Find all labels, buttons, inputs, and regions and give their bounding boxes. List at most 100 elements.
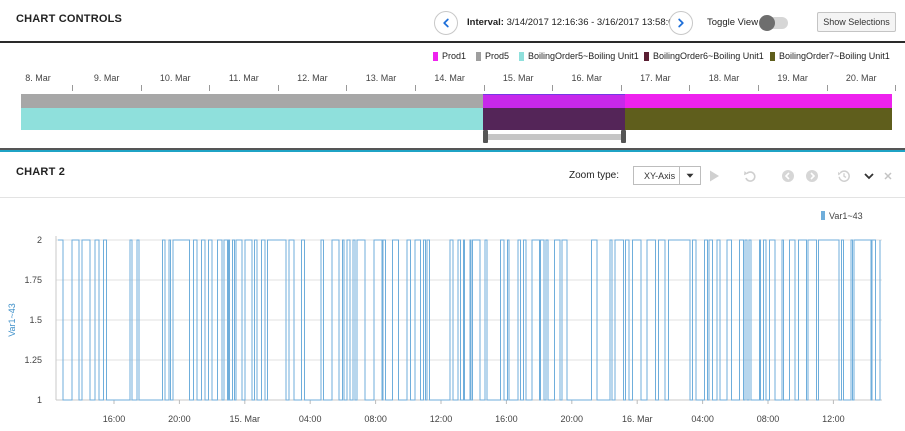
x-tick-label: 16. Mar [622,414,653,424]
x-tick-label: 20:00 [168,414,191,424]
timeline-tick-mark [277,85,279,91]
zoom-type-select[interactable]: XY-Axis [633,166,701,185]
line-chart-svg[interactable]: 1 1.25 1.5 1.75 2 Var1~43 16:00 20:00 15. Mar 04:… [0,200,905,431]
legend-item-prod5[interactable]: Prod5 [476,51,509,61]
timeline-tick-label: 9. Mar [93,73,120,83]
history-icon[interactable] [837,169,851,183]
toggle-view-switch[interactable] [759,15,788,31]
chart2-title: CHART 2 [16,166,66,178]
legend-label: Prod5 [485,51,510,61]
timeline-tick-mark [895,85,897,91]
timeline-tick-mark [415,85,416,91]
timeline-tick-label: 17. Mar [640,73,671,83]
y-tick-label: 1.25 [24,355,42,365]
x-tick-label: 16:00 [495,414,518,424]
legend-label: Prod1 [442,51,467,61]
x-tick-label: 16:00 [103,414,126,424]
legend-swatch [644,51,649,61]
navigator-track [487,134,622,140]
chart-controls-title: CHART CONTROLS [16,13,123,25]
chart-controls-panel: CHART CONTROLS Interval: 3/14/2017 12:16… [0,0,905,150]
chart2-header: CHART 2 Zoom type: XY-Axis [0,152,905,198]
x-tick-label: 15. Mar [230,414,261,424]
navigator-right-grip[interactable] [621,130,626,143]
chevron-right-icon [678,18,684,28]
gantt-bar-boilingorder6 [483,108,625,130]
timeline-tick-label: 14. Mar [434,73,465,83]
timeline-tick-label: 12. Mar [297,73,328,83]
timeline-tick-label: 20. Mar [845,73,877,83]
y-tick-label: 2 [37,235,42,245]
x-tick-label: 20:00 [561,414,584,424]
legend-item-prod1[interactable]: Prod1 [433,51,466,61]
zoom-type-label: Zoom type: [569,170,620,181]
timeline-tick-label: 10. Mar [159,73,191,83]
y-axis-title: Var1~43 [7,303,17,337]
series-line [58,239,881,401]
chevron-left-icon [443,18,449,28]
legend-swatch [770,51,775,61]
interval-label: Interval: [467,17,504,28]
legend-swatch [476,51,481,61]
timeline-axis: 8. Mar 9. Mar 10. Mar 11. Mar 12. Mar 13. Mar… [0,73,905,91]
legend-swatch [519,51,524,61]
timeline-tick-label: 13. Mar [365,73,397,83]
legend-item-boilingorder7[interactable]: BoilingOrder7~Boiling Unit1 [770,51,890,61]
x-tick-label: 04:00 [299,414,322,424]
timeline-tick-label: 16. Mar [571,73,603,83]
toggle-view-label: Toggle View [707,17,759,28]
legend-label: Var1~43 [829,211,863,221]
timeline-tick-mark [140,85,142,91]
interval-value: 3/14/2017 12:16:36 - 3/16/2017 13:58:03 [506,17,679,28]
timeline-tick-mark [483,85,485,91]
timeline-tick-label: 11. Mar [228,73,259,83]
chart2-plot-area[interactable]: 1 1.25 1.5 1.75 2 Var1~43 16:00 20:00 15. Mar 04:… [0,200,905,431]
timeline-tick-mark [209,85,211,91]
timeline-tick-label: 8. Mar [25,73,51,83]
previous-interval-button[interactable] [434,11,458,35]
timeline-tick-label: 19. Mar [777,73,808,83]
timeline-tick-mark [552,85,554,91]
timeline-tick-mark [689,85,691,91]
x-tick-label: 12:00 [822,414,845,424]
timeline-tick-mark [826,85,828,91]
gantt-bar-boilingorder5 [21,108,483,130]
next-interval-button[interactable] [669,11,693,35]
selection-overlay[interactable] [483,94,625,130]
play-icon[interactable] [707,169,721,183]
navigator-handle[interactable] [483,130,626,143]
chevron-down-icon[interactable] [862,169,876,183]
timeline-tick-mark [620,85,622,91]
navigator-left-grip[interactable] [483,130,488,143]
gantt-bar-boilingorder7 [625,108,892,130]
close-icon[interactable] [881,169,895,183]
gantt-bar-prod5 [21,94,483,108]
legend-item-boilingorder5[interactable]: BoilingOrder5~Boiling Unit1 [519,51,639,61]
y-tick-label: 1.75 [24,275,42,285]
legend-label: BoilingOrder7~Boiling Unit1 [779,51,890,61]
timeline-tick-mark [72,85,73,91]
x-tick-label: 04:00 [691,414,714,424]
chart-controls-header: CHART CONTROLS Interval: 3/14/2017 12:16… [0,0,905,43]
legend-label: BoilingOrder6~Boiling Unit1 [653,51,764,61]
timeline-legend: Prod1 Prod5 BoilingOrder5~Boiling Unit1 … [0,51,905,65]
timeline-tick-mark [758,85,759,91]
x-tick-label: 08:00 [757,414,780,424]
timeline-gantt[interactable] [21,94,892,130]
x-tick-label: 12:00 [430,414,453,424]
forward-icon[interactable] [805,169,819,183]
toggle-knob [759,15,775,31]
undo-icon[interactable] [743,169,757,183]
chart2-panel: CHART 2 Zoom type: XY-Axis 1 1.25 1.5 1.75 2… [0,150,905,431]
interval-display: Interval: 3/14/2017 12:16:36 - 3/16/2017… [467,17,679,28]
legend-label: BoilingOrder5~Boiling Unit1 [528,51,639,61]
legend-item-boilingorder6[interactable]: BoilingOrder6~Boiling Unit1 [644,51,764,61]
back-icon[interactable] [781,169,795,183]
legend-swatch [821,211,825,220]
legend-swatch [433,51,438,61]
show-selections-button[interactable]: Show Selections [817,12,896,32]
y-tick-label: 1.5 [29,315,42,325]
timeline-tick-label: 18. Mar [708,73,740,83]
timeline-tick-label: 15. Mar [502,73,534,83]
gantt-bar-prod1 [483,94,892,108]
